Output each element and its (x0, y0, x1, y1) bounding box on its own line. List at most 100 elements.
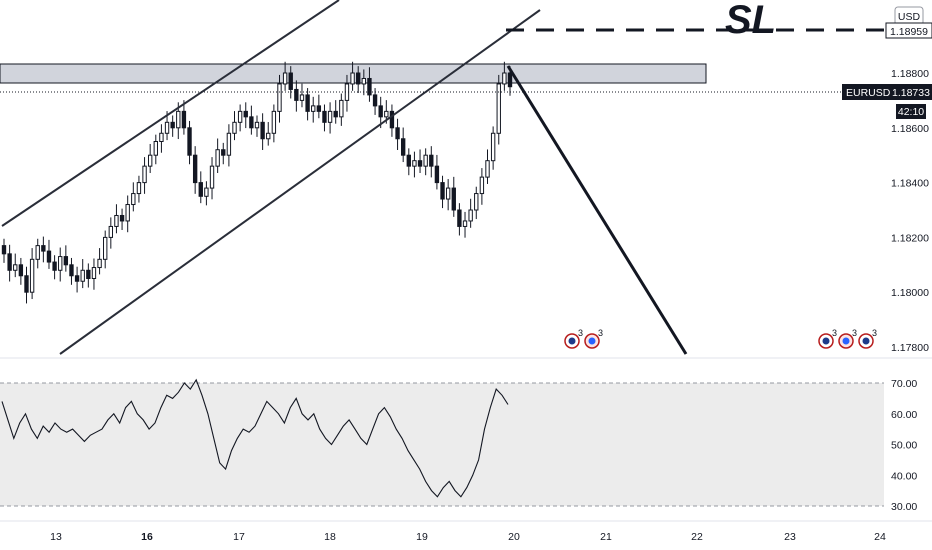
candle-body (339, 99, 344, 118)
event-badge-count: 3 (578, 328, 583, 338)
sl-price-tag: 1.18959 (885, 22, 932, 39)
event-badge[interactable]: 3 (858, 328, 877, 349)
candle-body (311, 105, 316, 112)
candle-body (485, 160, 490, 178)
candle-body (204, 187, 209, 197)
candle-body (215, 149, 220, 167)
candle-body (58, 256, 63, 271)
event-badge[interactable]: 3 (838, 328, 857, 349)
time-axis-label: 17 (233, 531, 245, 543)
price-axis[interactable]: 1.17800 1.18000 1.18200 1.18400 1.18600 1.188… (891, 68, 929, 354)
candle-body (502, 72, 507, 85)
candle-body (468, 209, 473, 222)
rsi-line (1, 378, 509, 498)
candle-body (507, 72, 513, 88)
candle-body (108, 225, 114, 238)
candle-body (170, 121, 175, 129)
candle-body (52, 261, 57, 271)
candle-body (316, 105, 322, 112)
candlesticks (1, 61, 513, 304)
rsi-axis-label: 50.00 (891, 440, 917, 452)
candle-body (389, 110, 395, 129)
candle-body (412, 160, 417, 167)
candle-body (74, 275, 80, 282)
time-axis-label: 20 (508, 531, 520, 543)
time-axis-label: 23 (784, 531, 796, 543)
candle-body (496, 83, 501, 134)
candle-body (406, 154, 411, 167)
countdown-tag: 42:10 (896, 104, 926, 119)
candle-body (361, 77, 367, 85)
candle-body (63, 256, 69, 266)
candle-body (288, 72, 293, 90)
candle-body (119, 214, 125, 222)
time-axis-label: 21 (600, 531, 612, 543)
candle-body (266, 132, 271, 140)
candle-body (271, 110, 277, 134)
candle-body (41, 245, 46, 252)
rsi-axis-label: 40.00 (891, 470, 917, 482)
candle-body (322, 110, 327, 123)
projection-line[interactable] (506, 65, 688, 355)
candle-body (114, 214, 119, 227)
price-axis-label: 1.18800 (891, 68, 929, 80)
currency-label: USD (898, 11, 921, 23)
candle-body (462, 220, 468, 227)
candle-body (356, 72, 361, 85)
price-axis-label: 1.18000 (891, 287, 929, 299)
candle-body (237, 110, 243, 123)
candle-body (164, 121, 170, 134)
candle-body (226, 132, 232, 156)
candle-body (327, 110, 333, 123)
event-badges[interactable]: 3 3 3 3 3 (564, 328, 877, 349)
sl-label: SL (725, 0, 776, 42)
candle-body (221, 149, 226, 156)
candle-body (490, 132, 496, 162)
candle-body (474, 193, 479, 211)
channel-upper-line[interactable] (1, 0, 340, 227)
candle-body (29, 258, 35, 293)
price-pane[interactable] (0, 0, 884, 357)
candle-body (294, 88, 299, 101)
event-badge-count: 3 (598, 328, 603, 338)
last-price-text: 1.18733 (892, 87, 930, 99)
candle-body (277, 83, 282, 112)
candle-body (333, 110, 338, 118)
candle-body (80, 269, 85, 282)
candle-body (479, 176, 485, 195)
event-badge-count: 3 (832, 328, 837, 338)
price-axis-label: 1.17800 (891, 342, 929, 354)
candle-body (103, 236, 108, 260)
candle-body (457, 209, 462, 227)
candle-body (1, 245, 7, 255)
rsi-axis-label: 60.00 (891, 409, 917, 421)
time-axis[interactable]: 13 16 17 18 19 20 21 22 23 24 (50, 531, 886, 543)
event-badge[interactable]: 3 (584, 328, 603, 349)
candle-body (192, 154, 198, 184)
currency-box[interactable]: USD (894, 6, 924, 26)
candle-body (417, 160, 423, 167)
candle-body (18, 264, 24, 277)
countdown-text: 42:10 (898, 106, 924, 118)
channel-lower-line[interactable] (59, 9, 541, 355)
event-badge[interactable]: 3 (564, 328, 583, 349)
flag-center-icon (822, 337, 830, 345)
event-badge[interactable]: 3 (818, 328, 837, 349)
candle-body (159, 132, 164, 142)
rsi-band (0, 383, 884, 506)
time-axis-label: 16 (141, 531, 153, 543)
rsi-axis[interactable]: 70.00 60.00 50.00 40.00 30.00 (891, 378, 917, 513)
candle-body (395, 127, 400, 140)
candle-body (367, 77, 372, 96)
price-axis-label: 1.18400 (891, 178, 929, 190)
candle-body (7, 253, 12, 271)
candle-body (97, 258, 102, 269)
candle-body (24, 275, 29, 293)
candle-body (400, 138, 406, 156)
flag-center-icon (842, 337, 850, 345)
candle-body (69, 264, 74, 277)
time-axis-label: 19 (416, 531, 428, 543)
candle-body (350, 72, 355, 85)
